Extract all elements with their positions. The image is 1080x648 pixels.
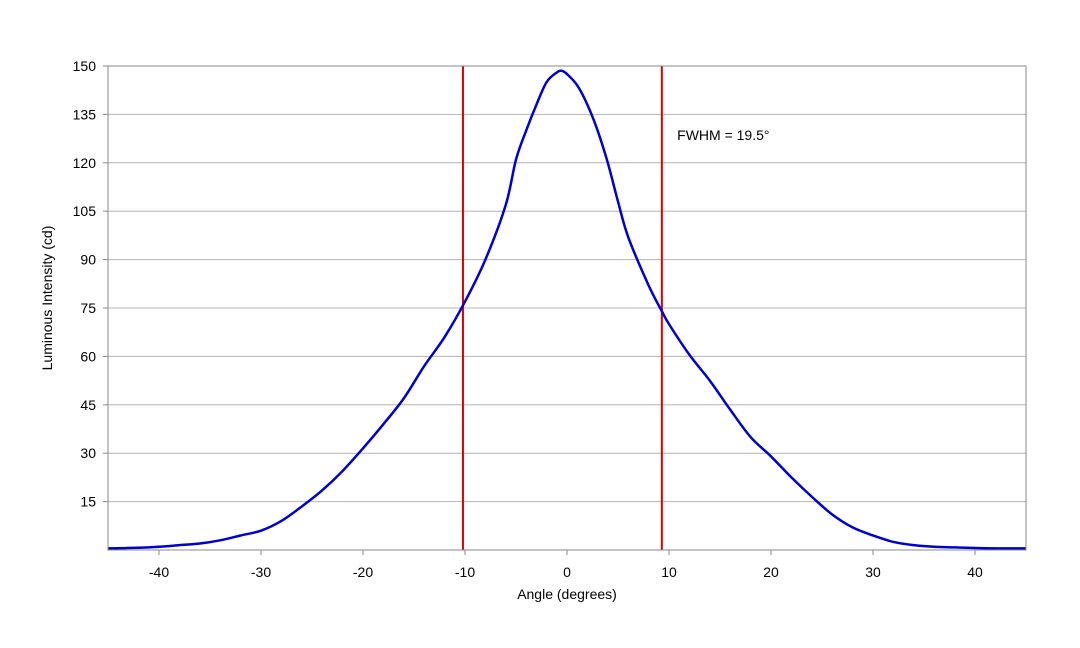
x-tick-label: -40 bbox=[149, 564, 169, 580]
annotations: FWHM = 19.5° bbox=[677, 127, 769, 143]
x-tick-label: 30 bbox=[865, 564, 881, 580]
gridlines bbox=[108, 65, 1026, 503]
series-layer bbox=[107, 69, 1027, 550]
y-tick-label: 45 bbox=[80, 397, 96, 413]
y-tick-label: 75 bbox=[80, 300, 96, 316]
x-tick-label: -30 bbox=[251, 564, 271, 580]
x-axis-ticks: -40 -30 -20 -10 0 10 20 30 40 bbox=[149, 550, 983, 580]
x-tick-label: 20 bbox=[763, 564, 779, 580]
x-tick-label: -10 bbox=[455, 564, 475, 580]
x-tick-label: 40 bbox=[967, 564, 983, 580]
fwhm-annotation: FWHM = 19.5° bbox=[677, 127, 769, 143]
y-tick-label: 135 bbox=[73, 106, 97, 122]
intensity-curve bbox=[107, 69, 1027, 550]
y-tick-label: 15 bbox=[80, 494, 96, 510]
y-tick-label: 30 bbox=[80, 445, 96, 461]
y-tick-label: 105 bbox=[73, 203, 97, 219]
x-axis-label: Angle (degrees) bbox=[517, 586, 617, 602]
y-axis-label: Luminous Intensity (cd) bbox=[39, 226, 55, 371]
y-axis-ticks: 15 30 45 60 75 90 105 120 135 150 bbox=[73, 58, 108, 510]
x-tick-label: 10 bbox=[661, 564, 677, 580]
y-tick-label: 60 bbox=[80, 348, 96, 364]
y-tick-label: 90 bbox=[80, 252, 96, 268]
x-tick-label: -20 bbox=[353, 564, 373, 580]
y-tick-label: 120 bbox=[73, 155, 97, 171]
x-tick-label: 0 bbox=[563, 564, 571, 580]
y-tick-label: 150 bbox=[73, 58, 97, 74]
